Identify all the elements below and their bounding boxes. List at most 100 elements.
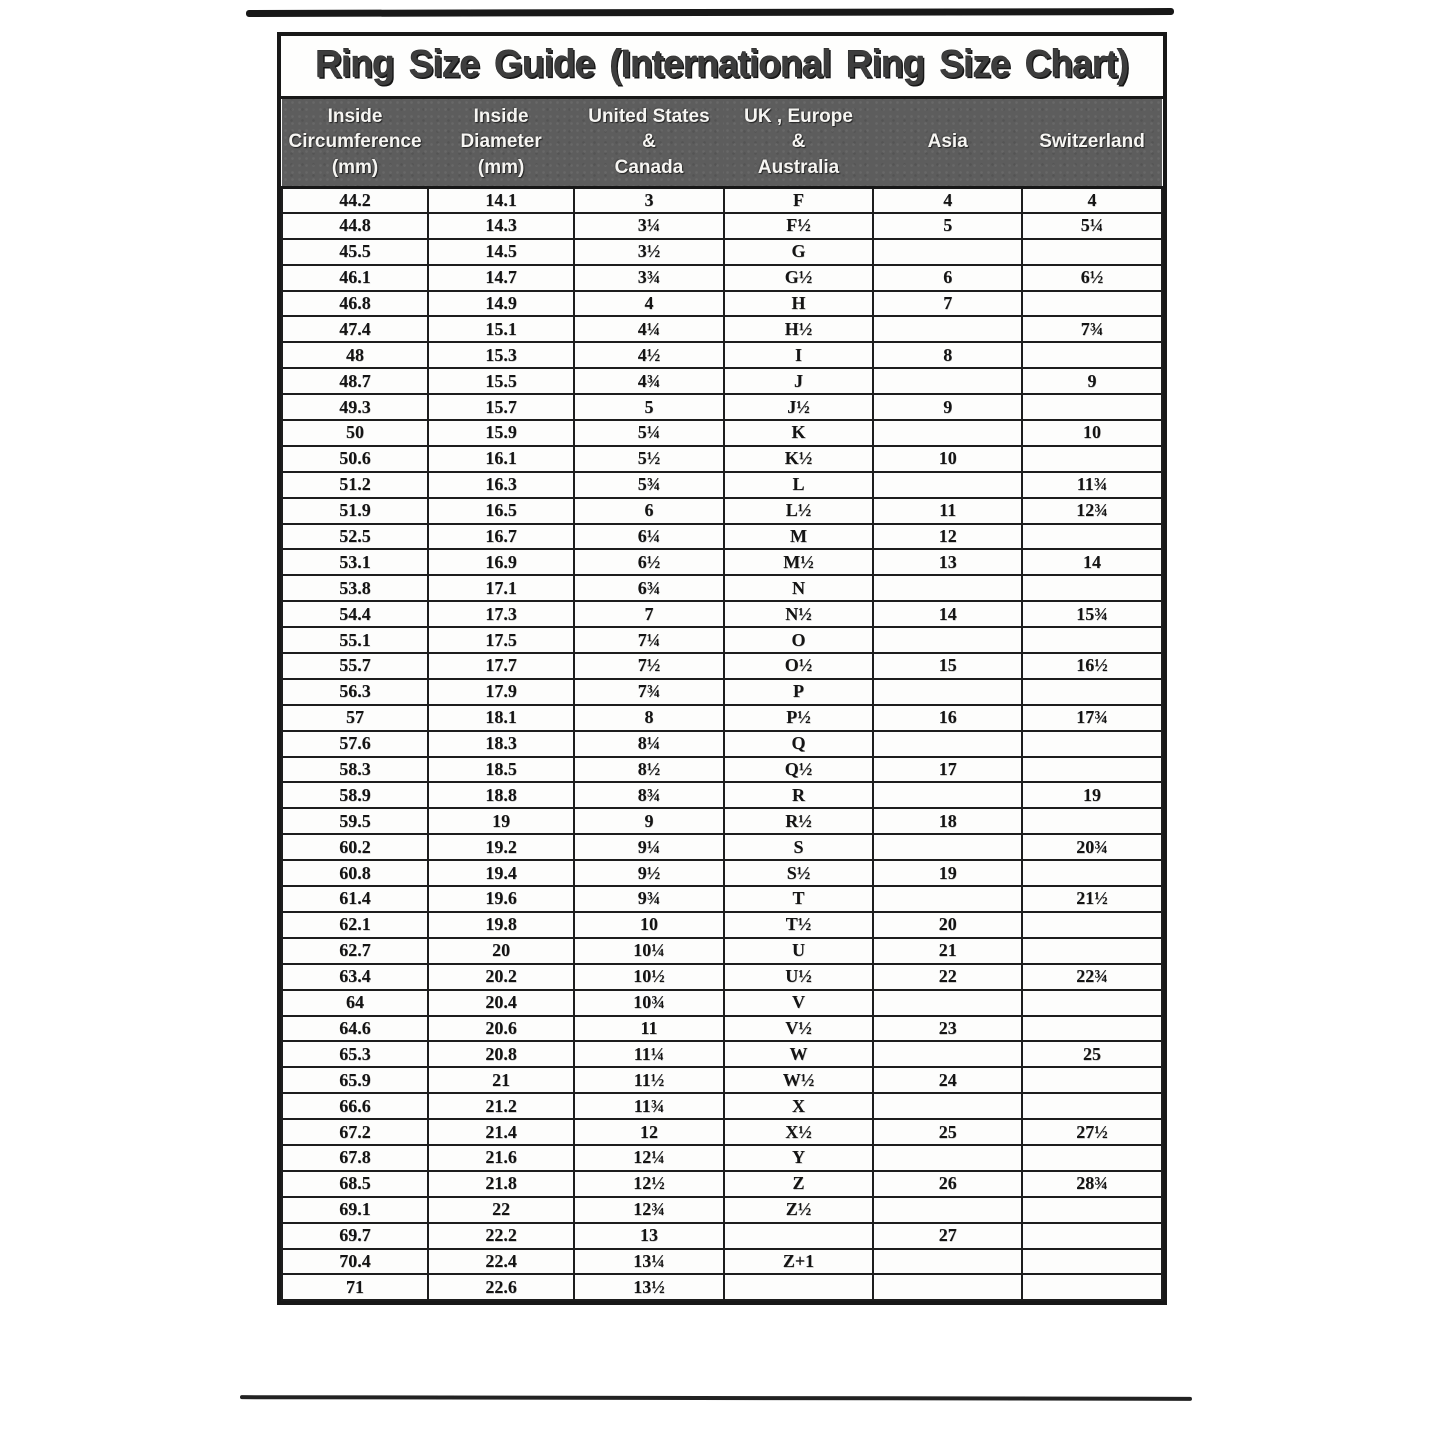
- table-cell: [1021, 393, 1163, 422]
- column-header-5: Asia: [873, 99, 1023, 189]
- table-cell: 13¼: [573, 1247, 725, 1276]
- table-cell: [872, 677, 1024, 706]
- table-cell: 21.6: [427, 1143, 576, 1172]
- table-row: 58.9 18.8 8¾ R 19: [280, 781, 1163, 810]
- table-row: 51.9 16.5 6 L½ 11 12¾: [280, 496, 1163, 525]
- table-cell: 44.8: [280, 211, 430, 240]
- table-row: 50 15.9 5¼ K 10: [280, 419, 1163, 447]
- table-cell: F½: [722, 211, 875, 240]
- table-cell: 3: [573, 186, 725, 214]
- column-header-4: UK , Europe & Australia: [723, 99, 874, 189]
- table-cell: [872, 1040, 1024, 1069]
- table-cell: U½: [722, 962, 875, 991]
- table-cell: [1021, 1092, 1163, 1121]
- table-cell: 5: [573, 393, 725, 422]
- table-cell: 8½: [573, 755, 725, 784]
- table-cell: 58.9: [280, 781, 430, 810]
- table-cell: 15.1: [427, 315, 576, 344]
- table-row: 60.8 19.4 9½ S½ 19: [280, 859, 1163, 888]
- table-cell: [1021, 574, 1163, 603]
- table-cell: V: [722, 988, 875, 1017]
- table-cell: 18: [872, 807, 1024, 836]
- table-cell: 18.1: [427, 703, 576, 732]
- table-row: 62.1 19.8 10 T½ 20: [280, 910, 1163, 939]
- table-cell: 19.8: [427, 910, 576, 939]
- table-cell: 62.1: [280, 910, 430, 939]
- table-cell: 60.8: [280, 859, 430, 888]
- table-cell: [722, 1221, 875, 1250]
- table-cell: 14.7: [427, 263, 576, 292]
- table-cell: 55.7: [280, 652, 430, 680]
- table-cell: 21½: [1021, 885, 1163, 913]
- table-row: 64 20.4 10¾ V: [280, 988, 1163, 1017]
- table-cell: [872, 626, 1024, 655]
- table-cell: 21: [427, 1066, 576, 1095]
- table-cell: 5: [872, 211, 1024, 240]
- table-cell: Z+1: [722, 1247, 875, 1276]
- table-cell: K½: [722, 444, 875, 473]
- table-cell: 9: [872, 393, 1024, 422]
- table-row: 60.2 19.2 9¼ S 20¾: [280, 833, 1163, 862]
- table-cell: 14.3: [427, 211, 576, 240]
- table-cell: 56.3: [280, 677, 430, 706]
- table-cell: O½: [722, 652, 875, 680]
- table-cell: 4: [573, 289, 725, 318]
- table-cell: 46.1: [280, 263, 430, 292]
- table-cell: [872, 1247, 1024, 1276]
- table-cell: 8: [573, 703, 725, 732]
- table-cell: G½: [722, 263, 875, 292]
- table-row: 55.1 17.5 7¼ O: [280, 626, 1163, 655]
- table-cell: [1021, 1014, 1163, 1043]
- table-cell: 15.3: [427, 341, 576, 370]
- table-cell: 62.7: [280, 936, 430, 965]
- table-cell: 22: [872, 962, 1024, 991]
- table-row: 70.4 22.4 13¼ Z+1: [280, 1247, 1163, 1276]
- table-row: 58.3 18.5 8½ Q½ 17: [280, 755, 1163, 784]
- table-cell: 3¼: [573, 211, 725, 240]
- table-cell: 17.1: [427, 574, 576, 603]
- table-cell: 61.4: [280, 885, 430, 913]
- table-cell: F: [722, 186, 875, 214]
- table-cell: 9¾: [573, 885, 725, 913]
- table-cell: 5¼: [573, 419, 725, 447]
- table-cell: 15.5: [427, 367, 576, 396]
- table-cell: 20¾: [1021, 833, 1163, 862]
- table-cell: 20.6: [427, 1014, 576, 1043]
- table-cell: 22: [427, 1195, 576, 1224]
- table-cell: S½: [722, 859, 875, 888]
- table-cell: [1021, 237, 1163, 266]
- table-cell: 16: [872, 703, 1024, 732]
- column-header-1: Inside Circumference (mm): [282, 99, 429, 189]
- table-cell: 16.9: [427, 548, 576, 577]
- table-cell: [1021, 1247, 1163, 1276]
- table-cell: 71: [280, 1273, 430, 1302]
- table-cell: 17.3: [427, 600, 576, 629]
- table-cell: 12¼: [573, 1143, 725, 1172]
- table-cell: 21.8: [427, 1169, 576, 1198]
- table-cell: 69.1: [280, 1195, 430, 1224]
- table-cell: 10: [573, 910, 725, 939]
- table-cell: R½: [722, 807, 875, 836]
- table-cell: [872, 315, 1024, 344]
- column-header-6: Switzerland: [1022, 99, 1162, 189]
- table-cell: 59.5: [280, 807, 430, 836]
- table-cell: 14: [1021, 548, 1163, 577]
- table-cell: 11½: [573, 1066, 725, 1095]
- table-cell: 5¼: [1021, 211, 1163, 240]
- table-cell: [872, 237, 1024, 266]
- table-cell: 10: [1021, 419, 1163, 447]
- table-cell: H: [722, 289, 875, 318]
- table-cell: [1021, 1273, 1163, 1302]
- table-cell: [872, 885, 1024, 913]
- table-cell: 9: [573, 807, 725, 836]
- table-row: 56.3 17.9 7¾ P: [280, 677, 1163, 706]
- table-cell: 14.1: [427, 186, 576, 214]
- ring-size-table: Inside Circumference (mm) Inside Diameter…: [280, 99, 1163, 1302]
- table-cell: 60.2: [280, 833, 430, 862]
- table-cell: 4: [872, 186, 1024, 214]
- table-cell: 17.7: [427, 652, 576, 680]
- table-cell: 24: [872, 1066, 1024, 1095]
- table-row: 48.7 15.5 4¾ J 9: [280, 367, 1163, 396]
- table-row: 65.9 21 11½ W½ 24: [280, 1066, 1163, 1095]
- table-cell: [1021, 910, 1163, 939]
